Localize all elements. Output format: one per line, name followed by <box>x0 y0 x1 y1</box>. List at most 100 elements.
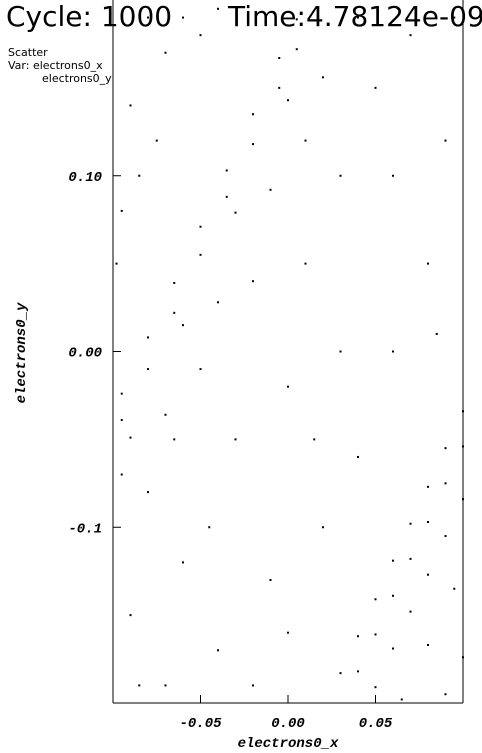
point <box>374 598 377 601</box>
var-label: electrons0_y <box>42 72 112 85</box>
point <box>217 7 219 10</box>
point <box>400 698 403 701</box>
time-title: Time:4.78124e-09 <box>227 0 482 33</box>
point <box>208 526 211 529</box>
point <box>182 561 184 564</box>
point <box>252 143 254 146</box>
point <box>129 104 132 107</box>
point <box>392 350 394 353</box>
y-tick-label: -0.1 <box>68 521 102 537</box>
point <box>427 644 429 647</box>
point <box>217 649 219 652</box>
points <box>115 7 464 701</box>
point <box>427 520 429 523</box>
point <box>444 535 447 538</box>
point <box>120 392 123 395</box>
var-label: Var: electrons0_x <box>8 59 103 72</box>
point <box>295 48 298 51</box>
point <box>409 522 412 525</box>
point <box>234 211 237 214</box>
x-tick-label: 0.00 <box>271 716 305 732</box>
point <box>129 436 132 439</box>
point <box>199 34 202 37</box>
point <box>357 635 359 638</box>
point <box>357 670 359 673</box>
point <box>278 56 281 59</box>
point <box>115 262 118 265</box>
x-tick-label: -0.05 <box>179 716 222 732</box>
point <box>287 385 289 388</box>
point <box>252 113 254 116</box>
point <box>269 578 272 581</box>
point <box>339 672 342 675</box>
point <box>182 16 184 19</box>
point <box>313 438 316 441</box>
point <box>234 438 237 441</box>
point <box>164 684 167 687</box>
point <box>304 262 307 265</box>
point <box>295 18 298 21</box>
point <box>217 301 219 304</box>
point <box>147 368 149 371</box>
point <box>182 324 184 327</box>
point <box>225 169 228 172</box>
point <box>252 684 254 687</box>
point <box>357 455 359 458</box>
point <box>120 209 123 212</box>
point <box>444 482 447 485</box>
y-tick-label: 0.10 <box>68 170 102 186</box>
point <box>120 473 123 476</box>
point <box>120 419 123 422</box>
x-tick-label: 0.05 <box>359 716 393 732</box>
point <box>427 262 429 265</box>
point <box>155 139 158 142</box>
point <box>374 686 377 689</box>
point <box>164 51 167 54</box>
point <box>444 139 447 142</box>
point <box>173 281 176 284</box>
point <box>392 559 394 562</box>
point <box>453 16 456 19</box>
point <box>269 188 272 191</box>
point <box>444 447 447 450</box>
point <box>357 16 359 19</box>
point <box>304 139 307 142</box>
point <box>147 491 149 494</box>
point <box>409 557 412 560</box>
point <box>147 336 149 339</box>
point <box>322 76 324 79</box>
point <box>173 311 176 314</box>
point <box>409 610 412 613</box>
point <box>374 86 377 89</box>
point <box>409 34 412 37</box>
point <box>199 368 202 371</box>
point <box>374 633 377 636</box>
point <box>339 174 342 177</box>
point <box>339 350 342 353</box>
point <box>427 573 429 576</box>
point <box>392 647 394 650</box>
point <box>138 174 141 177</box>
point <box>278 86 281 89</box>
point <box>129 614 132 617</box>
plot-type: Scatter <box>8 46 48 59</box>
point <box>392 174 394 177</box>
point <box>287 99 289 102</box>
point <box>225 195 228 198</box>
point <box>164 413 167 416</box>
point <box>199 225 202 228</box>
point <box>427 485 429 488</box>
point <box>435 332 438 335</box>
point <box>287 631 289 634</box>
cycle-title: Cycle: 1000 <box>6 0 172 33</box>
point <box>322 526 324 529</box>
point <box>173 438 176 441</box>
y-axis-label: electrons0_y <box>14 302 30 403</box>
point <box>453 587 456 590</box>
point <box>392 594 394 597</box>
y-tick-label: 0.00 <box>68 346 102 362</box>
point <box>199 253 202 256</box>
x-axis-label: electrons0_x <box>238 736 339 752</box>
point <box>252 280 254 283</box>
